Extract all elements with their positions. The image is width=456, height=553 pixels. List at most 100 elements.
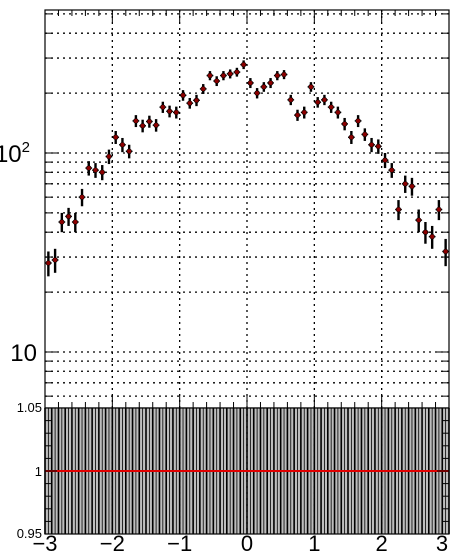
data-point (71, 212, 79, 233)
data-point (125, 144, 133, 159)
data-point (186, 97, 194, 109)
data-point (85, 161, 93, 176)
marker (187, 100, 193, 106)
marker (375, 143, 381, 150)
data-point (348, 130, 355, 144)
data-point (213, 76, 221, 87)
data-point (435, 200, 443, 221)
data-point (159, 101, 167, 113)
marker (227, 71, 233, 77)
x-tick-label: 1 (308, 531, 320, 553)
marker (328, 104, 334, 110)
data-point (321, 94, 328, 106)
data-point (65, 207, 72, 226)
marker (368, 142, 375, 148)
ratio-y-tick-label: 1 (35, 464, 42, 479)
marker (126, 148, 132, 154)
marker (402, 181, 408, 187)
data-point (146, 115, 153, 128)
data-point (374, 139, 382, 154)
main-panel: 10 102 (0, 9, 450, 409)
data-point (307, 82, 315, 92)
marker (261, 84, 267, 90)
marker (308, 84, 314, 90)
data-point (166, 105, 173, 118)
marker (335, 109, 341, 116)
x-tick-label: 2 (376, 531, 388, 553)
marker (200, 86, 206, 92)
data-point (314, 97, 322, 108)
data-point (139, 119, 146, 133)
data-point (260, 82, 268, 92)
data-point (381, 153, 389, 169)
marker (106, 153, 112, 160)
marker (65, 213, 72, 220)
marker (436, 206, 442, 213)
marker (207, 72, 213, 79)
data-point (361, 128, 369, 141)
marker (267, 80, 274, 86)
marker (153, 122, 159, 128)
marker (112, 134, 119, 140)
marker (72, 219, 79, 225)
data-point (442, 238, 449, 267)
marker (240, 61, 247, 68)
marker (294, 112, 301, 118)
marker (86, 165, 92, 171)
data-point (395, 200, 402, 221)
data-point (267, 78, 274, 89)
x-tick-label: −2 (100, 531, 125, 553)
data-point (273, 71, 281, 81)
data-point (92, 163, 99, 178)
marker (119, 142, 126, 148)
marker (247, 80, 254, 86)
marker (52, 257, 58, 263)
data-point (78, 188, 86, 207)
marker (389, 167, 395, 173)
x-tick-label: 3 (436, 531, 448, 553)
marker (59, 219, 65, 225)
x-tick-label: −3 (32, 531, 57, 553)
marker (166, 108, 173, 115)
marker (193, 97, 200, 104)
data-point (172, 106, 180, 119)
marker (220, 72, 227, 79)
data-point (354, 115, 362, 128)
ratio-y-tick-label: 0.95 (17, 526, 42, 541)
marker (180, 92, 186, 98)
marker (139, 123, 146, 129)
y-tick-label-100: 102 (0, 139, 30, 168)
data-point (334, 106, 342, 119)
data-point (98, 165, 106, 181)
data-point (408, 177, 416, 196)
marker (99, 169, 105, 175)
data-point (287, 94, 295, 106)
marker (341, 121, 348, 127)
marker (133, 118, 139, 124)
marker (92, 167, 99, 173)
marker (395, 206, 402, 213)
marker (254, 90, 260, 96)
marker (79, 194, 85, 200)
marker (409, 183, 415, 190)
data-point (233, 67, 241, 77)
data-point (294, 109, 301, 121)
marker (315, 99, 321, 105)
data-point (193, 94, 200, 107)
data-point (341, 117, 348, 131)
marker (321, 97, 328, 103)
marker (301, 109, 307, 116)
marker (288, 97, 294, 103)
marker (234, 69, 240, 75)
marker (362, 131, 368, 138)
data-point (45, 251, 52, 277)
marker (348, 134, 355, 140)
marker (160, 104, 166, 110)
data-point (368, 137, 375, 153)
data-point (428, 225, 436, 249)
data-point (247, 78, 254, 89)
data-point (240, 60, 247, 70)
data-point (401, 175, 409, 193)
